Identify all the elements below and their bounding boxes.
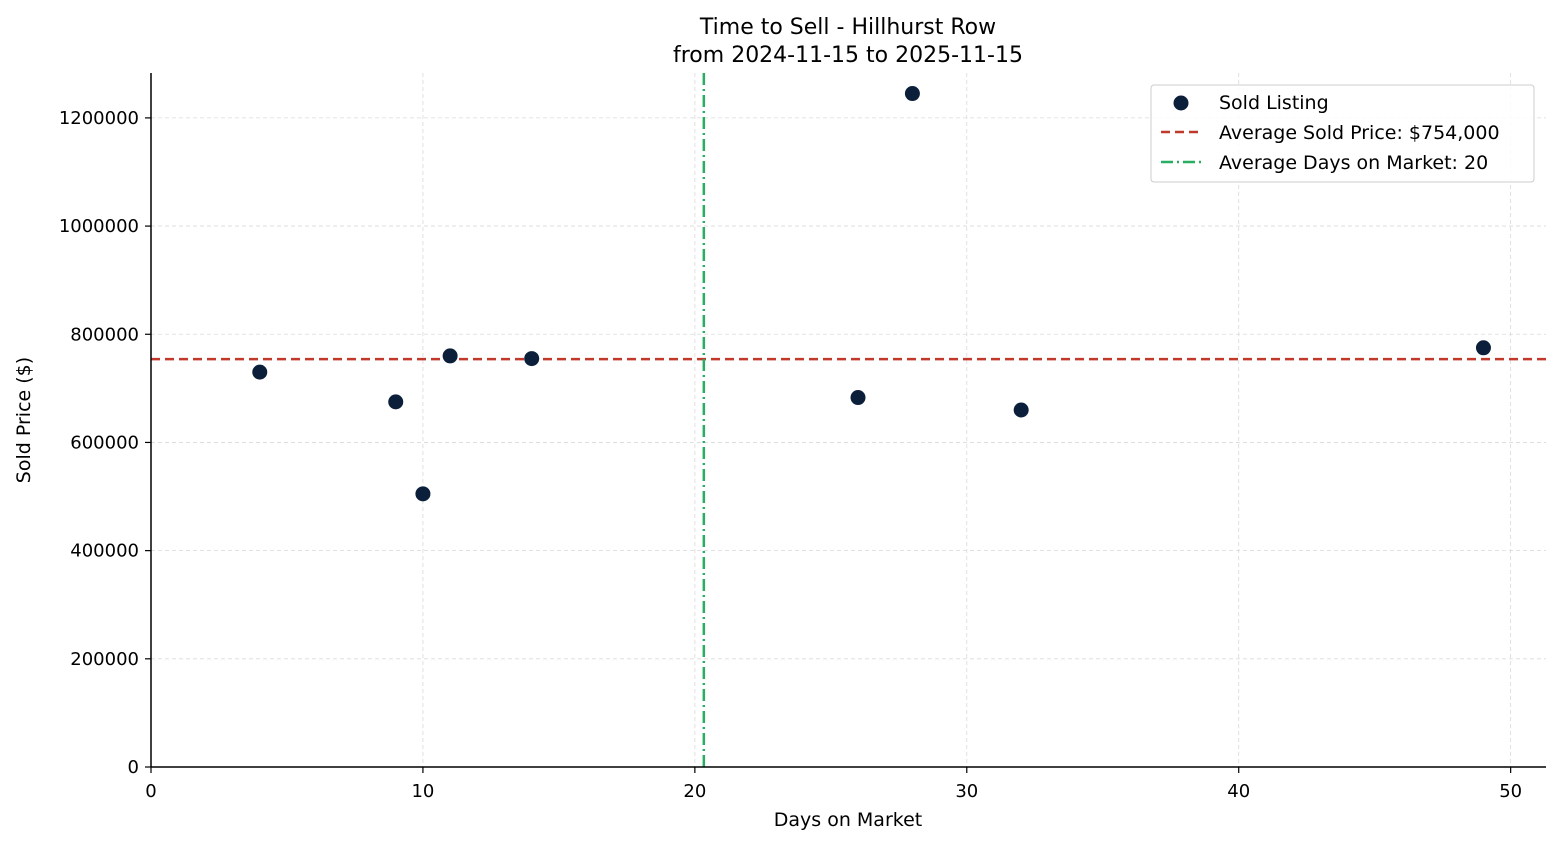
- legend-marker-sold-listing: [1173, 95, 1189, 111]
- chart-title: Time to Sell - Hillhurst Row: [699, 15, 996, 40]
- data-point: [252, 364, 268, 380]
- legend: Sold Listing Average Sold Price: $754,00…: [1150, 84, 1535, 183]
- x-tick-label: 10: [411, 781, 434, 802]
- y-axis-label: Sold Price ($): [13, 357, 35, 483]
- legend-label-average-days: Average Days on Market: 20: [1219, 152, 1488, 174]
- x-tick-label: 30: [955, 781, 978, 802]
- y-tick-label: 400000: [70, 541, 139, 562]
- legend-box: [1150, 84, 1535, 183]
- y-tick-label: 1000000: [59, 216, 139, 237]
- data-point: [850, 390, 866, 406]
- y-ticks: 0 200000 400000 600000 800000 1000000 1200000: [59, 108, 151, 778]
- y-tick-label: 800000: [70, 324, 139, 345]
- x-ticks: 0 10 20 30 40 50: [145, 767, 1522, 802]
- data-point: [388, 394, 404, 410]
- x-tick-label: 50: [1499, 781, 1522, 802]
- x-axis-label: Days on Market: [774, 809, 922, 831]
- data-point: [415, 486, 431, 502]
- y-tick-label: 600000: [70, 432, 139, 453]
- data-point: [904, 86, 920, 102]
- x-tick-label: 20: [683, 781, 706, 802]
- x-tick-label: 0: [145, 781, 156, 802]
- reference-lines: [151, 73, 1546, 767]
- legend-label-sold-listing: Sold Listing: [1219, 92, 1329, 114]
- chart-subtitle: from 2024-11-15 to 2025-11-15: [673, 43, 1023, 68]
- data-point: [524, 351, 540, 367]
- legend-label-average-price: Average Sold Price: $754,000: [1219, 122, 1500, 144]
- data-point: [1013, 402, 1029, 418]
- data-point: [442, 348, 458, 364]
- data-points: [252, 86, 1491, 502]
- data-point: [1475, 340, 1491, 356]
- x-tick-label: 40: [1227, 781, 1250, 802]
- y-tick-label: 200000: [70, 649, 139, 670]
- grid: [151, 73, 1546, 767]
- y-tick-label: 1200000: [59, 108, 139, 129]
- y-tick-label: 0: [128, 757, 139, 778]
